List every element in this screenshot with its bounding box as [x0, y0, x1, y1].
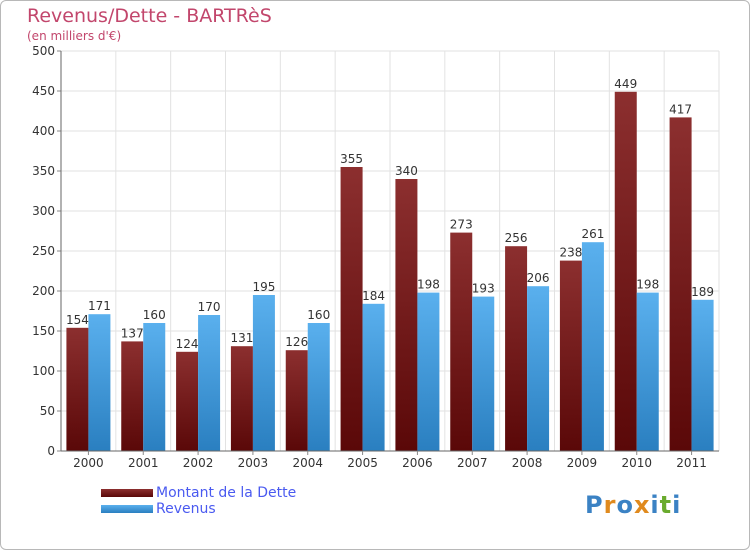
- logo-letter: x: [633, 491, 651, 519]
- bar-dette: [230, 346, 253, 451]
- data-label: 131: [230, 331, 253, 345]
- bar-dette: [285, 350, 308, 451]
- logo-letter: t: [659, 491, 673, 519]
- x-tick-label: 2011: [676, 456, 707, 470]
- x-tick-label: 2000: [73, 456, 104, 470]
- bar-dette: [559, 260, 582, 451]
- data-label: 171: [88, 299, 111, 313]
- data-label: 355: [340, 152, 363, 166]
- bar-revenus: [581, 242, 604, 451]
- y-tick-label: 300: [32, 204, 55, 218]
- bar-revenus: [252, 295, 275, 451]
- y-tick-label: 500: [32, 44, 55, 58]
- data-label: 198: [636, 278, 659, 292]
- x-tick-label: 2004: [292, 456, 323, 470]
- x-tick-label: 2005: [347, 456, 378, 470]
- y-tick-label: 350: [32, 164, 55, 178]
- bar-dette: [505, 246, 528, 451]
- data-label: 160: [307, 308, 330, 322]
- bar-revenus: [88, 314, 111, 451]
- bar-revenus: [198, 315, 221, 451]
- logo-letter: r: [603, 491, 617, 519]
- data-label: 449: [614, 77, 637, 91]
- bar-revenus: [472, 296, 495, 451]
- x-tick-label: 2009: [567, 456, 598, 470]
- logo-letter: P: [585, 491, 604, 519]
- data-label: 238: [559, 246, 582, 260]
- x-tick-label: 2002: [183, 456, 214, 470]
- logo-letter: i: [650, 491, 660, 519]
- data-label: 261: [581, 227, 604, 241]
- data-label: 206: [527, 271, 550, 285]
- data-label: 256: [505, 231, 528, 245]
- bar-dette: [176, 351, 199, 451]
- chart-title: Revenus/Dette - BARTRèS: [27, 5, 272, 27]
- data-label: 154: [66, 313, 89, 327]
- data-label: 340: [395, 164, 418, 178]
- data-label: 170: [198, 300, 221, 314]
- proxiti-logo: Proxiti: [585, 491, 681, 519]
- logo-letter: i: [672, 491, 682, 519]
- bar-dette: [614, 91, 637, 452]
- data-label: 189: [691, 285, 714, 299]
- data-label: 195: [252, 280, 275, 294]
- data-label: 273: [450, 218, 473, 232]
- logo-letter: o: [616, 491, 634, 519]
- x-tick-label: 2008: [512, 456, 543, 470]
- x-tick-label: 2001: [128, 456, 159, 470]
- bar-revenus: [362, 303, 385, 451]
- legend-label-debt: Montant de la Dette: [156, 485, 297, 501]
- y-tick-label: 0: [47, 444, 55, 458]
- y-tick-label: 200: [32, 284, 55, 298]
- data-label: 417: [669, 102, 692, 116]
- bar-revenus: [691, 299, 714, 451]
- legend-label-revenus: Revenus: [156, 501, 216, 517]
- bar-revenus: [527, 286, 550, 451]
- bar-revenus: [417, 292, 440, 451]
- data-label: 184: [362, 289, 385, 303]
- x-tick-label: 2006: [402, 456, 433, 470]
- y-tick-label: 400: [32, 124, 55, 138]
- bar-dette: [66, 327, 89, 451]
- y-tick-label: 50: [40, 404, 55, 418]
- bar-revenus: [143, 323, 166, 451]
- data-label: 124: [176, 337, 199, 351]
- bars: [66, 91, 714, 452]
- y-tick-label: 250: [32, 244, 55, 258]
- legend-swatch-debt: [101, 489, 153, 497]
- x-tick-label: 2010: [621, 456, 652, 470]
- bar-dette: [395, 179, 418, 451]
- bar-dette: [669, 117, 692, 452]
- y-tick-label: 450: [32, 84, 55, 98]
- data-label: 198: [417, 278, 440, 292]
- axes: 0 50 100 150 200 250 300 350 400 450 500 2000 2001 20…: [32, 44, 719, 470]
- y-tick-label: 100: [32, 364, 55, 378]
- bar-dette: [121, 341, 144, 451]
- bar-dette: [450, 232, 473, 451]
- bar-revenus: [307, 323, 330, 451]
- data-label: 193: [472, 282, 495, 296]
- x-tick-label: 2007: [457, 456, 488, 470]
- bar-dette: [340, 167, 363, 451]
- data-label: 137: [121, 326, 144, 340]
- data-label: 126: [285, 335, 308, 349]
- x-tick-label: 2003: [238, 456, 269, 470]
- y-tick-label: 150: [32, 324, 55, 338]
- bar-revenus: [636, 292, 659, 451]
- legend-swatch-revenus: [101, 505, 153, 513]
- chart-subtitle: (en milliers d'€): [27, 29, 122, 43]
- data-label: 160: [143, 308, 166, 322]
